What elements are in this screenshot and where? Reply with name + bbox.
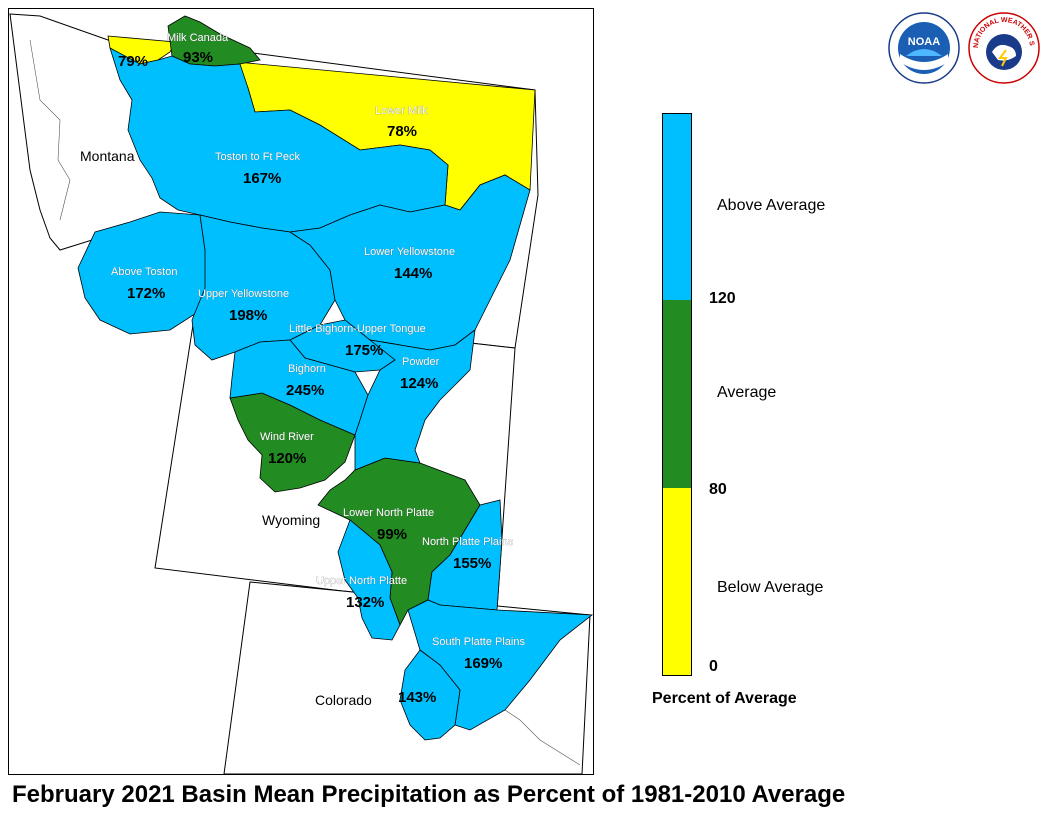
basin-pct-powder: 124%	[400, 375, 438, 392]
legend-color-bar	[662, 113, 692, 676]
legend-swatch-average	[663, 300, 691, 488]
basin-name-above-toston: Above Toston	[111, 266, 177, 278]
basin-pct-milk-canada: 93%	[183, 49, 213, 66]
above-average-basins	[77, 47, 594, 741]
basin-pct-upper-north-platte: 132%	[346, 594, 384, 611]
basin-powder	[354, 329, 476, 471]
legend-label-average: Average	[717, 384, 777, 401]
basin-pct-south-platte-plains: 169%	[464, 655, 502, 672]
basin-upper-north-platte	[337, 519, 401, 641]
legend-tick-80: 80	[709, 481, 727, 498]
basin-name-wind-river: Wind River	[260, 431, 314, 443]
noaa-logo-text: NOAA	[908, 36, 940, 48]
legend-label-above: Above Average	[717, 197, 826, 214]
legend-title: Percent of Average	[652, 690, 797, 707]
basin-pct-upper-yellowstone: 198%	[229, 307, 267, 324]
basin-name-little-bighorn: Little Bighorn-Upper Tongue	[289, 323, 426, 335]
basin-pct-south-platte-west: 143%	[398, 689, 436, 706]
basin-south-platte-west	[399, 649, 461, 741]
basin-pct-little-bighorn: 175%	[345, 342, 383, 359]
basin-name-lower-north-platte: Lower North Platte	[343, 507, 434, 519]
legend-tick-0: 0	[709, 658, 718, 675]
basin-pct-lower-north-platte: 99%	[377, 526, 407, 543]
state-label-montana: Montana	[80, 148, 135, 164]
basin-percent-labels: 79% 93% 78% 167% 172% 144% 198% 175% 124…	[118, 49, 502, 706]
basin-name-powder: Powder	[402, 356, 440, 368]
basin-pct-above-toston: 172%	[127, 285, 165, 302]
basin-pct-lower-yellowstone: 144%	[394, 265, 432, 282]
basin-name-south-platte-plains: South Platte Plains	[432, 636, 525, 648]
noaa-logo: NOAA	[888, 12, 960, 84]
basin-name-upper-yellowstone: Upper Yellowstone	[198, 288, 289, 300]
basin-name-bighorn: Bighorn	[288, 363, 326, 375]
nws-logo: NATIONAL WEATHER SERVICE	[968, 12, 1040, 84]
legend-tick-120: 120	[709, 290, 736, 307]
basin-pct-milk-west: 79%	[118, 53, 148, 70]
basin-pct-toston-ftpeck: 167%	[243, 170, 281, 187]
basin-name-upper-north-platte: Upper North Platte	[316, 575, 407, 587]
state-label-colorado: Colorado	[315, 692, 372, 708]
state-label-wyoming: Wyoming	[262, 512, 320, 528]
basin-lower-yellowstone	[288, 174, 531, 351]
basin-name-lower-yellowstone: Lower Yellowstone	[364, 246, 455, 258]
legend-swatch-above	[663, 114, 691, 300]
legend-swatch-below	[663, 488, 691, 675]
basin-name-toston-ftpeck: Toston to Ft Peck	[215, 151, 300, 163]
legend-label-below: Below Average	[717, 579, 824, 596]
basin-pct-north-platte-plains: 155%	[453, 555, 491, 572]
basin-pct-lower-milk: 78%	[387, 123, 417, 140]
basin-pct-bighorn: 245%	[286, 382, 324, 399]
basin-name-lower-milk: Lower Milk	[375, 105, 428, 117]
basin-name-milk-canada: Milk Canada	[167, 32, 229, 44]
basin-pct-wind-river: 120%	[268, 450, 306, 467]
basin-name-north-platte-plains: North Platte Plains	[422, 536, 514, 548]
basin-name-labels: Milk Canada Lower Milk Toston to Ft Peck…	[111, 32, 526, 648]
page-title: February 2021 Basin Mean Precipitation a…	[12, 781, 846, 808]
